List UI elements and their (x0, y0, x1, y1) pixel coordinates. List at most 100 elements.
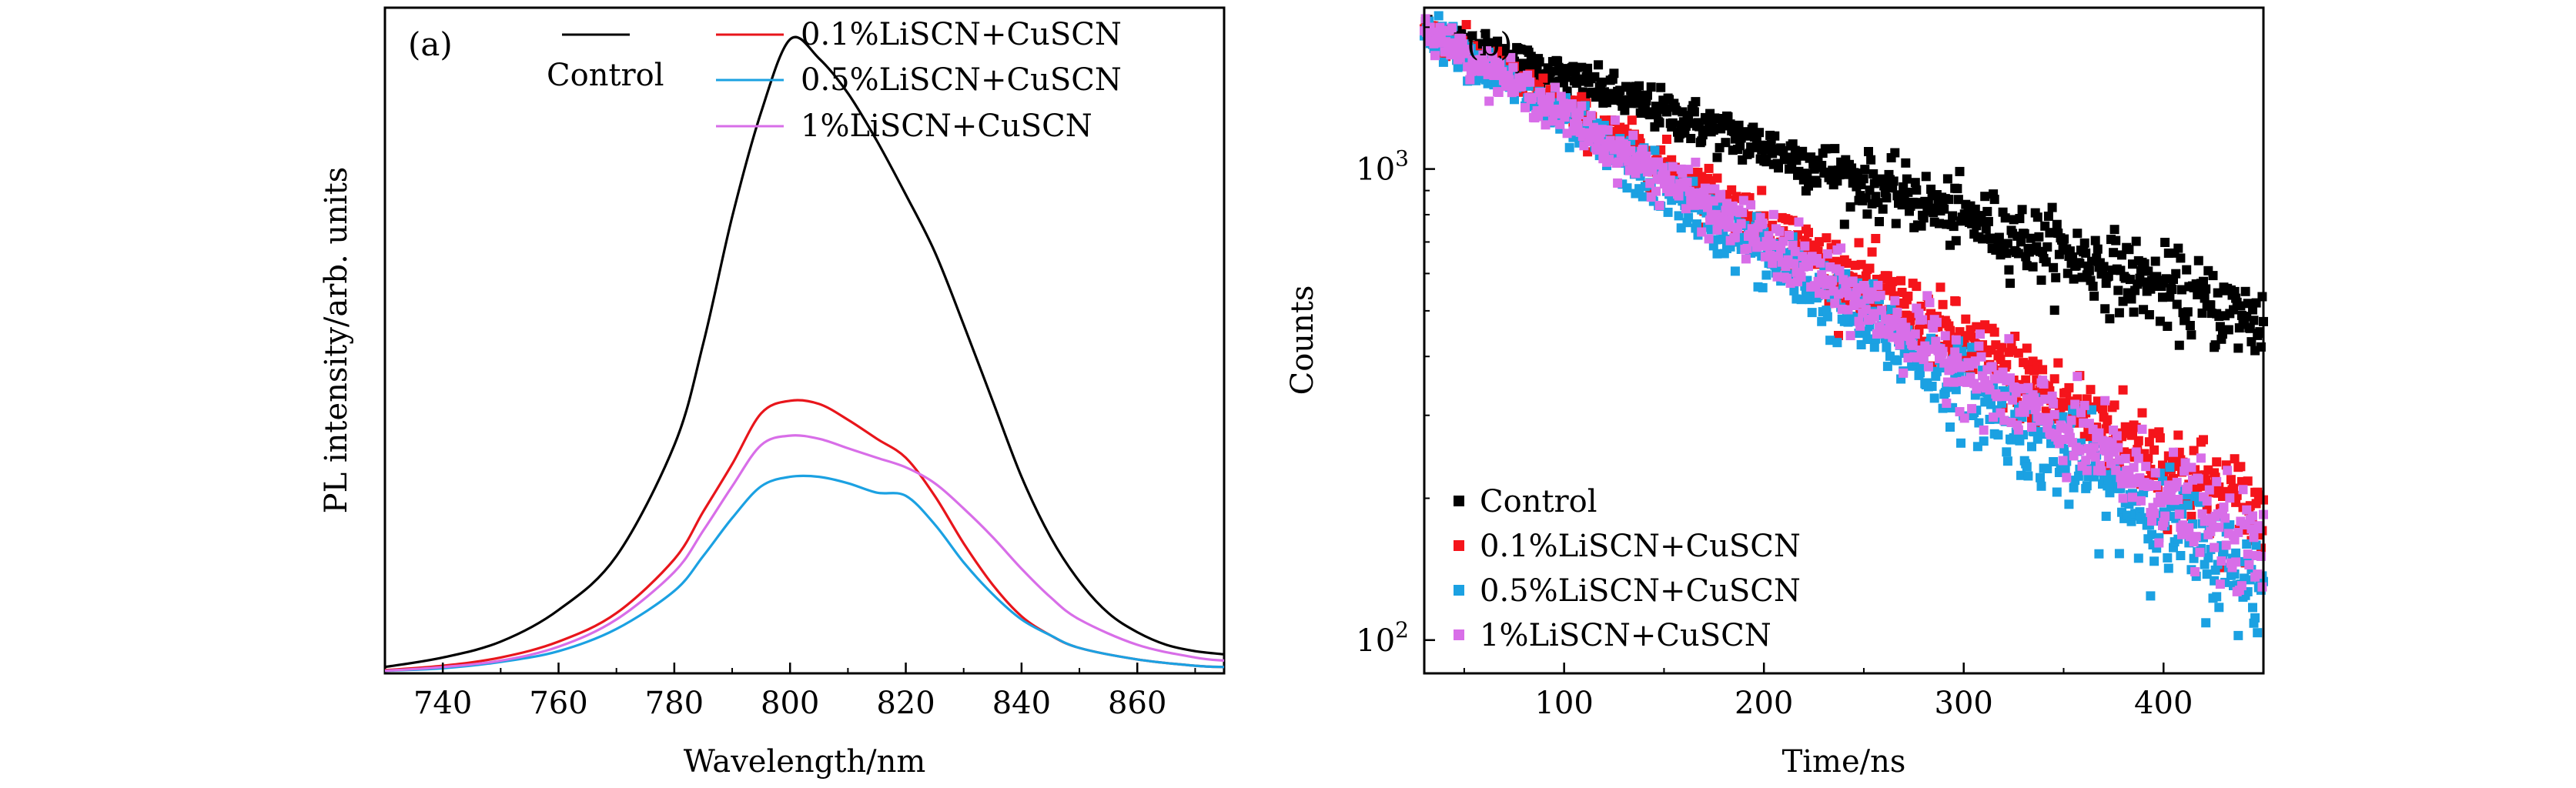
scatter-point (1697, 227, 1707, 237)
scatter-point (2243, 549, 2253, 559)
scatter-point (1891, 219, 1901, 229)
scatter-point (1925, 298, 1935, 308)
scatter-point (1668, 162, 1678, 172)
scatter-point (1551, 82, 1560, 92)
panel-label-b: (b) (1467, 25, 1513, 63)
scatter-point (1594, 60, 1604, 70)
scatter-point (2245, 323, 2255, 333)
scatter-point (2202, 569, 2212, 579)
scatter-point (2233, 630, 2243, 640)
scatter-point (2238, 485, 2248, 495)
scatter-point (2215, 579, 2225, 589)
scatter-point (1555, 119, 1565, 129)
scatter-point (1464, 45, 1474, 55)
scatter-point (2163, 322, 2173, 331)
scatter-point (1674, 191, 1684, 201)
scatter-point (1650, 145, 1660, 155)
scatter-point (2076, 408, 2086, 418)
scatter-point (2233, 343, 2243, 353)
scatter-point (1493, 36, 1503, 46)
scatter-point (1654, 118, 1664, 128)
scatter-point (1583, 63, 1593, 73)
scatter-point (2199, 276, 2208, 286)
scatter-point (1712, 249, 1722, 259)
scatter-point (2212, 457, 2222, 467)
scatter-point (2117, 250, 2126, 260)
scatter-point (1547, 116, 1557, 126)
scatter-point (2183, 500, 2193, 510)
y-tick-label-b-1: 102 (1356, 617, 1409, 659)
x-tick-label-b-1: 200 (1735, 686, 1793, 721)
scatter-point (2137, 408, 2147, 418)
scatter-point (1574, 110, 1584, 119)
scatter-point (2099, 262, 2109, 272)
scatter-point (2098, 404, 2107, 414)
scatter-point (1912, 185, 1922, 195)
scatter-point (2133, 553, 2143, 563)
scatter-point (2101, 424, 2111, 434)
scatter-point (2016, 470, 2026, 480)
scatter-point (2240, 286, 2250, 296)
scatter-point (2246, 524, 2257, 534)
scatter-point (2155, 433, 2165, 443)
scatter-point (1961, 314, 1971, 324)
scatter-point (1785, 279, 1795, 288)
scatter-point (2149, 509, 2159, 519)
scatter-point (1822, 233, 1832, 243)
scatter-point (1770, 131, 1780, 141)
scatter-point (2000, 213, 2010, 223)
scatter-point (1716, 189, 1726, 199)
scatter-point (2090, 235, 2100, 245)
x-axis-label-b: Time/ns (1782, 744, 1906, 780)
scatter-point (1521, 102, 1530, 112)
scatter-point (2042, 242, 2052, 252)
scatter-point (1527, 93, 1537, 102)
scatter-point (1948, 211, 1958, 221)
scatter-point (2052, 487, 2062, 497)
scatter-point (2090, 452, 2100, 462)
scatter-point (2023, 471, 2033, 481)
series-line-a-0 (384, 35, 1225, 669)
scatter-point (2112, 431, 2122, 441)
scatter-point (1949, 222, 1959, 232)
legend-label-b-3: 1%LiSCN+CuSCN (1480, 618, 1771, 653)
scatter-point (1896, 275, 1906, 285)
scatter-point (1684, 186, 1694, 196)
scatter-point (2160, 238, 2170, 247)
scatter-point (2212, 476, 2222, 486)
scatter-point (1568, 126, 1578, 136)
scatter-point (2088, 282, 2098, 291)
scatter-point (1430, 51, 1440, 61)
scatter-point (1976, 352, 1986, 362)
scatter-point (1994, 232, 2004, 242)
scatter-point (2006, 279, 2015, 289)
scatter-point (2229, 305, 2238, 315)
scatter-point (2174, 340, 2184, 350)
scatter-point (1849, 301, 1859, 311)
scatter-point (2242, 539, 2252, 549)
scatter-point (2172, 477, 2182, 487)
scatter-point (2002, 456, 2012, 466)
y-axis-label-a: PL intensity/arb. units (319, 167, 354, 514)
scatter-point (2197, 308, 2207, 318)
scatter-point (1725, 215, 1735, 225)
scatter-point (2219, 503, 2229, 513)
scatter-point (2163, 563, 2173, 573)
scatter-point (2013, 348, 2023, 358)
scatter-point (2143, 266, 2153, 276)
scatter-point (1871, 234, 1881, 243)
scatter-point (2022, 462, 2032, 472)
scatter-point (1701, 194, 1711, 204)
scatter-point (1956, 438, 1965, 448)
scatter-point (1899, 368, 1909, 378)
legend-label-b-1: 0.1%LiSCN+CuSCN (1480, 529, 1801, 564)
scatter-point (1989, 327, 1999, 337)
scatter-point (1910, 329, 1920, 339)
scatter-point (1989, 412, 1999, 422)
legend-marker-b-2 (1454, 585, 1464, 596)
scatter-point (1662, 135, 1671, 144)
scatter-point (1447, 23, 1457, 33)
scatter-point (1996, 408, 2006, 418)
scatter-point (2105, 488, 2115, 498)
scatter-point (2049, 409, 2059, 419)
